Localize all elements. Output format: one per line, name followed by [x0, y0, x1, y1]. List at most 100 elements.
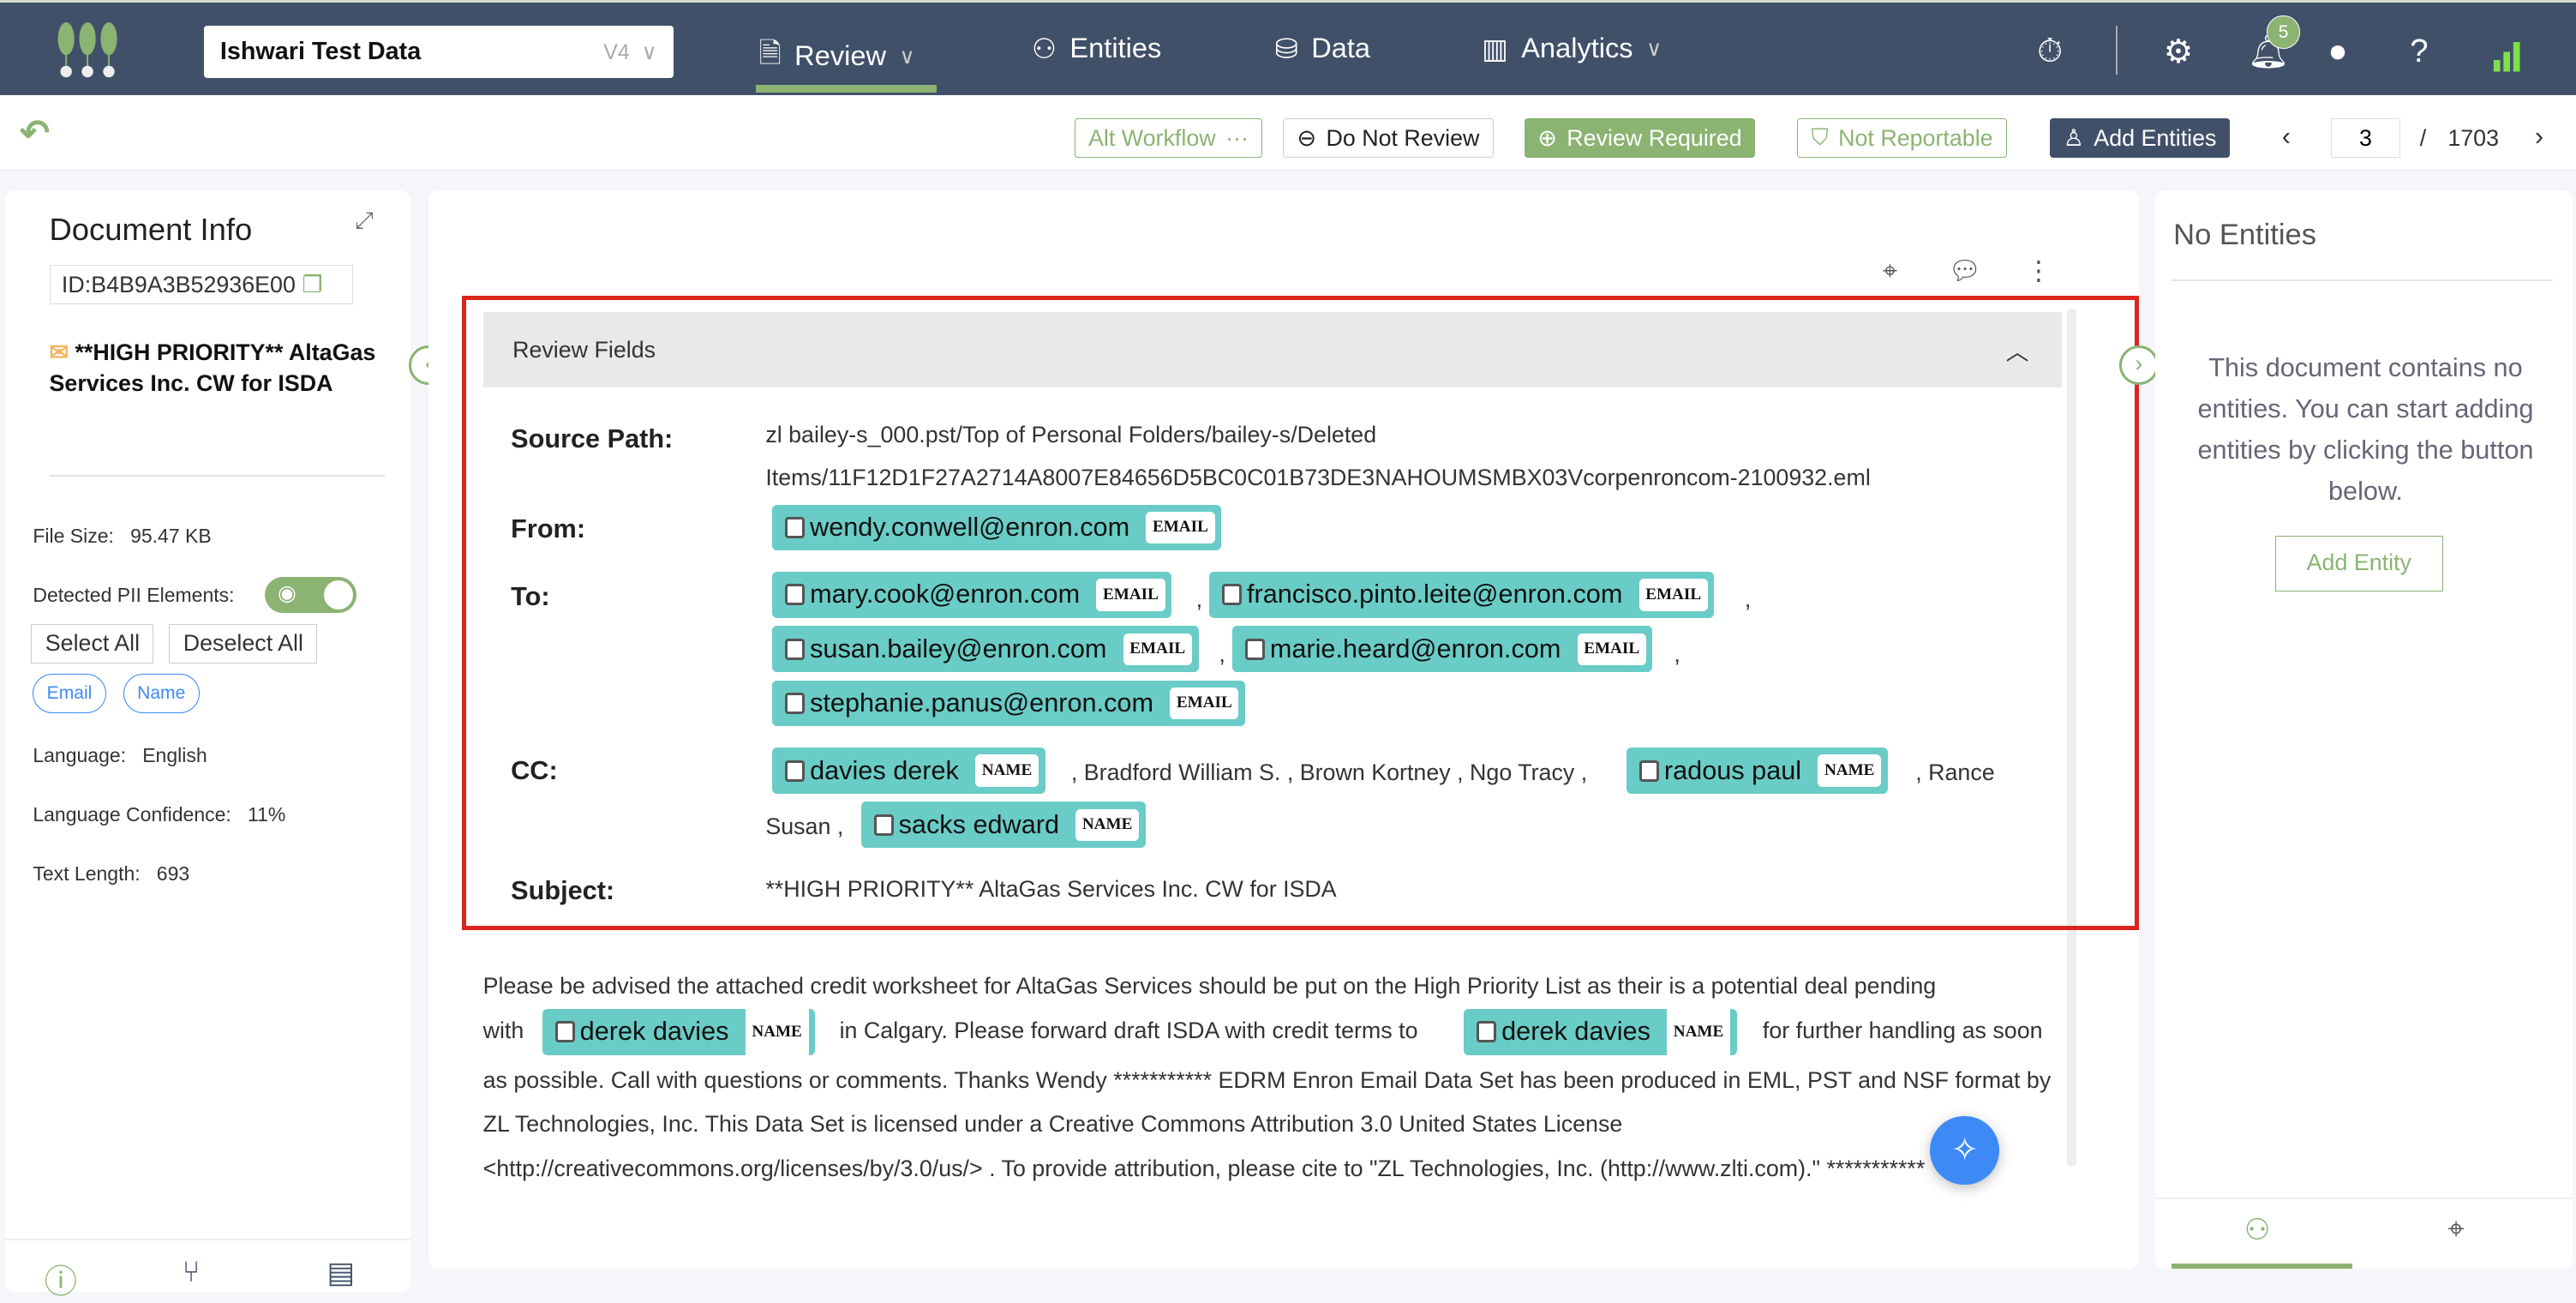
document-id: ID:B4B9A3B52936E00 ❐ [49, 264, 354, 304]
tag-icon[interactable]: ⌖ [1882, 256, 1898, 286]
comment-icon[interactable]: 💬︎ [1948, 256, 1982, 286]
chevron-down-icon: ∨ [899, 44, 915, 69]
user-icon[interactable]: ● [2327, 32, 2348, 69]
text-length: Text Length: 693 [33, 862, 190, 886]
copy-icon[interactable]: ❐ [302, 272, 323, 298]
pii-chip-name[interactable]: sacks edward NAME [860, 802, 1146, 849]
workflow-tab-icon[interactable]: ⑂ [182, 1255, 201, 1288]
tag-tab-icon[interactable]: ⌖ [2447, 1212, 2465, 1246]
divider [2116, 25, 2118, 75]
collapse-right-icon[interactable]: › [2118, 345, 2159, 385]
checkbox[interactable] [1477, 1021, 1497, 1043]
pii-chip-email[interactable]: stephanie.panus@enron.com EMAIL [771, 680, 1246, 727]
source-path: zl bailey-s_000.pst/Top of Personal Fold… [765, 422, 1871, 490]
alt-workflow-button[interactable]: Alt Workflow ··· [1074, 118, 1263, 158]
magic-wand-button[interactable]: ✧ [1930, 1115, 1999, 1186]
gear-icon[interactable]: ⚙ [2163, 33, 2194, 70]
bar-chart-icon: ▥ [1482, 33, 1508, 64]
timer-icon[interactable]: ⏱ [2037, 32, 2063, 69]
pii-label: Detected PII Elements: [33, 583, 235, 606]
add-user-icon: ♙ [2063, 124, 2084, 151]
expand-icon[interactable]: ⤢ [355, 207, 374, 233]
more-icon[interactable]: ⋮ [2025, 256, 2052, 286]
checkbox[interactable] [873, 814, 894, 836]
from-label: From: [511, 514, 586, 544]
scrollbar[interactable] [2066, 309, 2077, 1168]
panel-title: Document Info [49, 212, 253, 248]
checkbox[interactable] [1639, 760, 1660, 782]
entities-icon: ⚇ [1031, 33, 1057, 64]
cc-text: Susan , [765, 813, 844, 839]
review-fields-header[interactable]: Review Fields ︿ [482, 312, 2062, 388]
prev-page-button[interactable]: ‹ [2281, 121, 2291, 151]
chevron-up-icon[interactable]: ︿ [2005, 339, 2029, 366]
minus-circle-icon: ⊖ [1297, 124, 1316, 151]
review-required-button[interactable]: ⊕ Review Required [1524, 118, 1755, 158]
page-input[interactable] [2331, 118, 2400, 158]
pii-chip-name[interactable]: radous paul NAME [1626, 748, 1888, 794]
nav-entities[interactable]: ⚇ Entities [1032, 33, 1161, 65]
logo [57, 22, 117, 78]
nav-data[interactable]: ⛁ Data [1275, 33, 1370, 65]
history-tab-icon[interactable]: ▤ [326, 1256, 356, 1289]
pii-chip-email[interactable]: wendy.conwell@enron.com EMAIL [771, 504, 1222, 551]
chevron-down-icon: ∨ [1645, 36, 1662, 61]
pii-toggle[interactable]: ◉ [264, 576, 356, 614]
notification-badge: 5 [2267, 15, 2300, 49]
nav-label: Entities [1069, 33, 1162, 63]
not-reportable-button[interactable]: ⛉ Not Reportable [1797, 118, 2007, 158]
nav-label: Review [794, 40, 886, 71]
pii-chip-email[interactable]: marie.heard@enron.com EMAIL [1231, 626, 1653, 673]
entities-tab-icon[interactable]: ⚇ [2244, 1213, 2271, 1246]
document-info-panel: Document Info ⤢ ID:B4B9A3B52936E00 ❐ ✉ *… [4, 190, 411, 1300]
pii-chip-email[interactable]: susan.bailey@enron.com EMAIL [771, 626, 1199, 673]
back-icon[interactable]: ↶ [20, 112, 51, 153]
cc-text: , Rance [1915, 759, 1995, 785]
checkbox[interactable] [785, 638, 806, 660]
checkbox[interactable] [1245, 638, 1266, 660]
source-path-label: Source Path: [511, 423, 674, 453]
checkbox[interactable] [785, 584, 806, 606]
do-not-review-button[interactable]: ⊖ Do Not Review [1283, 118, 1494, 158]
help-icon[interactable]: ? [2410, 32, 2429, 69]
document-subject: ✉ **HIGH PRIORITY** AltaGas Services Inc… [49, 339, 376, 397]
add-entity-button[interactable]: Add Entity [2275, 535, 2443, 592]
pii-chip-name[interactable]: davies derek NAME [771, 748, 1045, 794]
nav-review[interactable]: 🗎 Review ∨ [759, 33, 915, 81]
nav-analytics[interactable]: ▥ Analytics ∨ [1482, 33, 1662, 65]
filter-email[interactable]: Email [33, 673, 106, 713]
signal-icon [2494, 42, 2520, 72]
email-icon: ✉ [49, 339, 69, 365]
checkbox[interactable] [554, 1021, 575, 1043]
pii-chip-email[interactable]: mary.cook@enron.com EMAIL [771, 572, 1172, 618]
cc-text: , Bradford William S. , Brown Kortney , … [1070, 759, 1588, 785]
filter-name[interactable]: Name [123, 673, 200, 713]
pii-chip-name[interactable]: derek davies NAME [1464, 1003, 1737, 1061]
project-select[interactable]: Ishwari Test Data V4 ∨ [203, 25, 674, 79]
email-body: Please be advised the attached credit wo… [482, 973, 2052, 1182]
plus-circle-icon: ⊕ [1537, 124, 1557, 151]
add-entities-button[interactable]: ♙ Add Entities [2050, 118, 2230, 158]
checkbox[interactable] [1222, 584, 1243, 606]
eye-icon: ◉ [277, 580, 297, 605]
review-fields-highlight [461, 296, 2139, 930]
select-all-button[interactable]: Select All [31, 624, 154, 664]
entities-panel: No Entities This document contains no en… [2155, 190, 2573, 1269]
database-icon: ⛁ [1274, 33, 1298, 64]
info-tab-icon[interactable]: ⓘ [44, 1263, 78, 1300]
version: V4 ∨ [603, 39, 657, 64]
cc-label: CC: [511, 755, 558, 785]
next-page-button[interactable]: › [2534, 121, 2544, 151]
pii-chip-name[interactable]: derek davies NAME [542, 1003, 816, 1061]
active-tab-indicator [2172, 1264, 2353, 1269]
pii-chip-email[interactable]: francisco.pinto.leite@enron.com EMAIL [1208, 572, 1715, 618]
checkbox[interactable] [785, 693, 806, 714]
deselect-all-button[interactable]: Deselect All [169, 624, 318, 664]
divider [49, 475, 385, 477]
checkbox[interactable] [785, 516, 806, 538]
page-sep: / [2419, 124, 2427, 151]
checkbox[interactable] [785, 760, 806, 782]
shield-icon: ⛉ [1811, 124, 1829, 150]
language-confidence: Language Confidence: 11% [33, 803, 286, 826]
page-total: 1703 [2447, 124, 2500, 151]
